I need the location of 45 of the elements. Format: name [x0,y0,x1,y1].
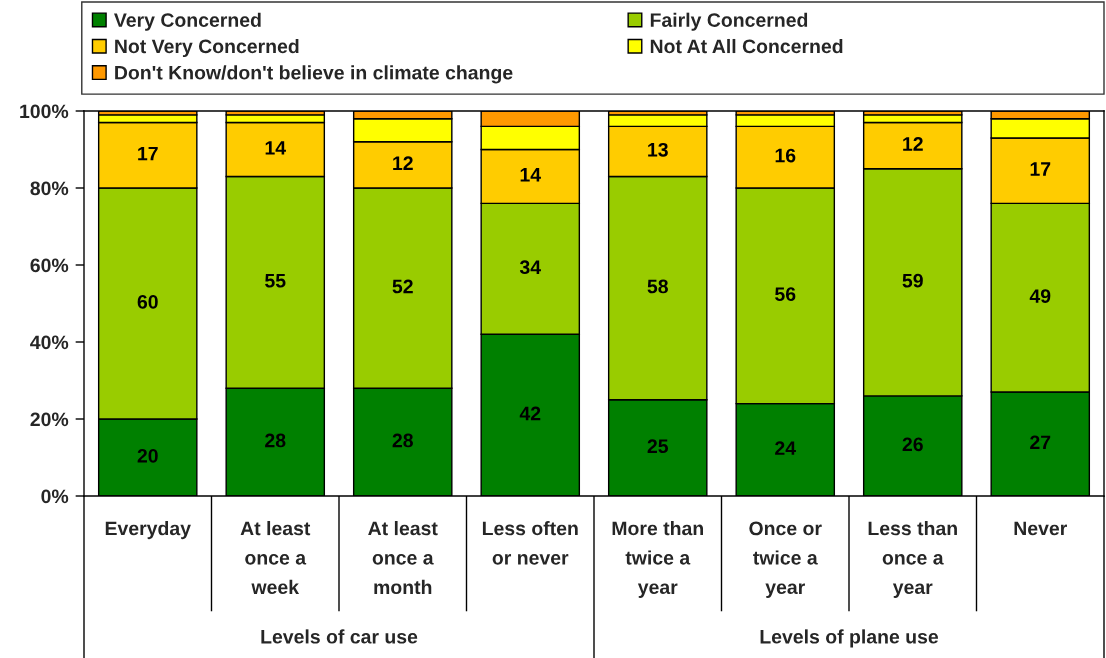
y-tick-label: 40% [30,335,69,350]
data-label: 12 [903,137,923,151]
data-label: 24 [775,441,796,455]
data-label: 34 [519,260,541,275]
x-tick-label: Once or twice a year [749,521,822,598]
data-label: 16 [775,148,796,163]
data-label: 42 [519,406,541,421]
text: Levels of car use [261,629,418,644]
legend-label: Fairly Concerned [650,12,808,31]
data-label: 13 [648,142,668,157]
data-label: 58 [647,279,668,294]
data-label: 27 [1030,435,1051,450]
data-label: 17 [138,146,158,161]
y-tick-label: 60% [30,258,69,273]
x-tick-label: Less than once a year [868,521,957,598]
data-label: 26 [902,437,923,452]
x-tick-label: Less often or never [482,521,578,565]
x-tick-label: At least once a month [368,521,438,595]
data-label: 20 [137,448,158,463]
data-label: 55 [265,273,286,288]
text: Levels of plane use [760,629,939,648]
legend-label: Not Very Concerned [115,38,299,58]
y-tick-label: 100% [20,104,69,119]
legend-label: Don't Know/don't believe in climate change [115,65,513,84]
data-label: 14 [265,141,286,155]
x-tick-label: At least once a week [240,521,311,595]
data-label: 14 [520,168,541,182]
data-label: 17 [1030,162,1051,176]
y-tick-label: 0% [41,489,69,504]
data-label: 52 [392,279,413,294]
data-label: 56 [775,287,796,302]
x-tick-label: Never [1014,521,1067,536]
y-tick-label: 20% [30,412,69,427]
data-label: 28 [265,433,286,448]
data-label: 12 [393,156,413,170]
x-tick-label: Everyday [105,521,191,540]
legend-label: Not At All Concerned [650,38,843,54]
data-label: 49 [1029,289,1051,303]
data-label: 60 [137,294,158,309]
data-label: 25 [647,439,669,454]
data-label: 28 [392,433,413,448]
data-label: 59 [902,273,923,288]
legend-label: Very Concerned [114,12,261,31]
x-tick-label: More than twice a year [612,521,703,598]
y-tick-label: 80% [30,181,69,196]
